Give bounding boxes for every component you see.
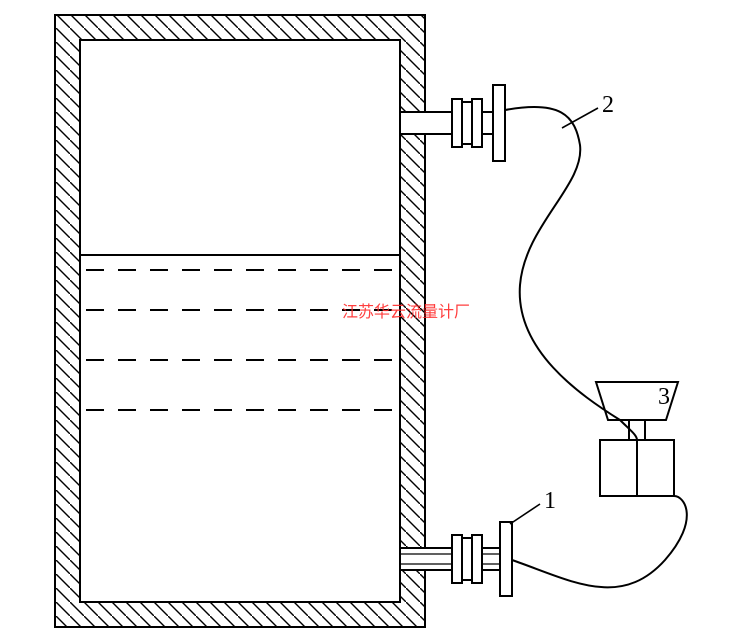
leader-1 (510, 504, 540, 524)
port-top-flange-1 (462, 102, 472, 144)
callout-label-3: 3 (658, 384, 670, 411)
hose-bottom (512, 496, 687, 587)
vessel-inner (80, 40, 400, 602)
port-bottom-flange-3 (500, 522, 512, 596)
diagram-svg (0, 0, 750, 643)
callout-label-1: 1 (544, 488, 556, 515)
port-top-flange-0 (452, 99, 462, 147)
port-top-flange-2 (472, 99, 482, 147)
port-bottom-flange-1 (462, 538, 472, 580)
port-bottom-pipe (400, 548, 500, 570)
port-bottom-flange-0 (452, 535, 462, 583)
port-top-flange-3 (493, 85, 505, 161)
port-bottom-flange-2 (472, 535, 482, 583)
callout-label-2: 2 (602, 92, 614, 119)
